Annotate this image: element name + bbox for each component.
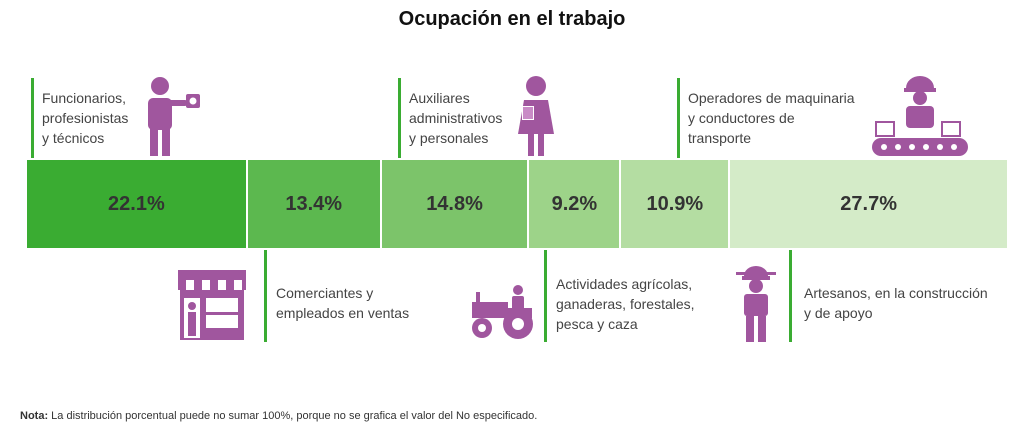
- category-label-2: Auxiliares administrativos y personales: [409, 90, 503, 146]
- data-label-5: 27.7%: [840, 192, 897, 215]
- professional-icon: [148, 77, 200, 156]
- data-label-4: 10.9%: [646, 192, 704, 215]
- category-label-0: Funcionarios, profesionistas y técnicos: [42, 90, 129, 146]
- bar-segment-3: 9.2%: [529, 160, 622, 248]
- stacked-bar: 22.1% 13.4% 14.8% 9.2% 10.9% 27.7%: [27, 160, 1007, 248]
- category-label-5: Artesanos, en la construcción y de apoyo: [804, 285, 988, 321]
- footnote-text: La distribución porcentual puede no suma…: [48, 410, 538, 422]
- category-label-3: Actividades agrícolas, ganaderas, foresta…: [556, 276, 695, 332]
- data-label-0: 22.1%: [108, 192, 165, 215]
- leader-line-4: [677, 78, 680, 158]
- bar-segment-2: 14.8%: [381, 160, 530, 248]
- category-label-4: Operadores de maquinaria y conductores de…: [688, 90, 855, 146]
- bar-segment-5: 27.7%: [730, 160, 1007, 248]
- chart-title: Ocupación en el trabajo: [398, 8, 626, 30]
- machine-operator-icon: [872, 76, 968, 156]
- office-worker-icon: [518, 76, 554, 156]
- leader-line-1: [264, 250, 267, 342]
- leader-line-2: [398, 78, 401, 158]
- data-label-1: 13.4%: [285, 192, 343, 215]
- construction-worker-icon: [736, 266, 776, 342]
- category-label-1: Comerciantes y empleados en ventas: [276, 285, 410, 321]
- tractor-icon: [472, 285, 533, 339]
- bar-segment-4: 10.9%: [621, 160, 731, 248]
- shop-icon: [178, 270, 246, 340]
- data-label-3: 9.2%: [551, 192, 598, 215]
- footnote-label: Nota:: [20, 410, 49, 422]
- bar-segment-0: 22.1%: [27, 160, 248, 248]
- footnote: Nota: La distribución porcentual puede n…: [20, 410, 537, 422]
- leader-line-5: [789, 250, 792, 342]
- leader-line-0: [31, 78, 34, 158]
- leader-line-3: [544, 250, 547, 342]
- data-label-2: 14.8%: [426, 192, 483, 215]
- bar-segment-1: 13.4%: [247, 160, 382, 248]
